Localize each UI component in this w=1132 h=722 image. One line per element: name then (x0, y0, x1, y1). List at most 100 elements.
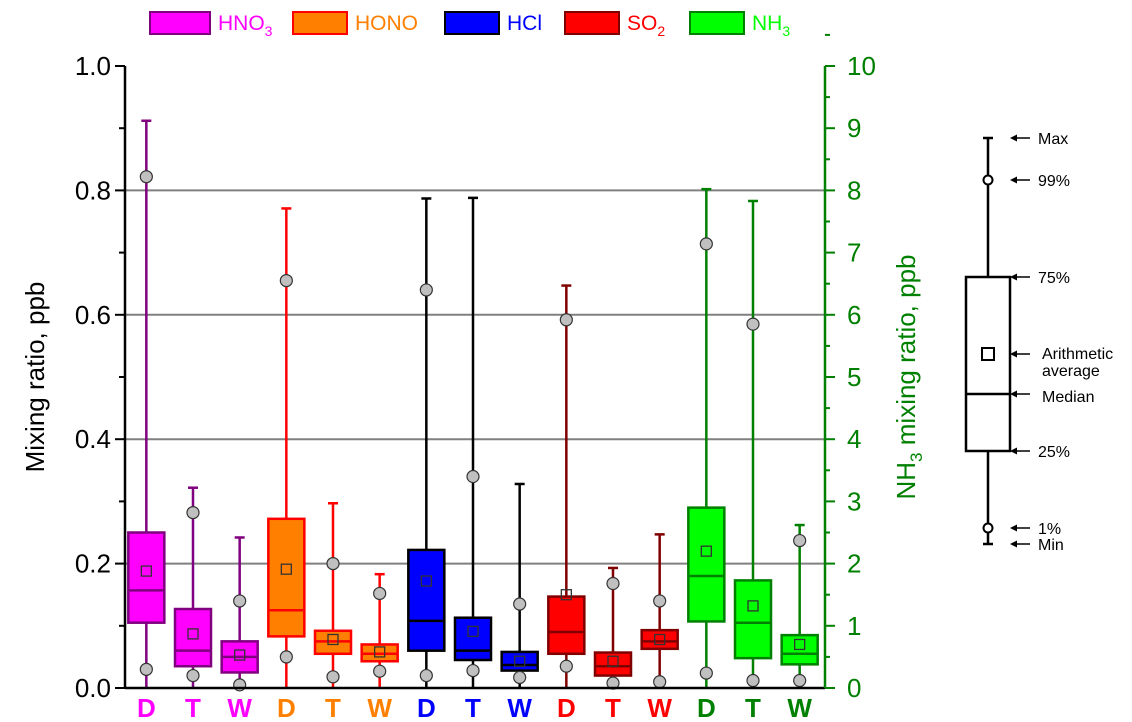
key-box (964, 275, 1012, 453)
p99-marker (559, 313, 573, 327)
key-label: Arithmetic average (1042, 346, 1113, 380)
right-tick-label: 0 (847, 673, 861, 703)
right-tick-label: 10 (847, 51, 876, 81)
key-p99-marker (982, 174, 994, 186)
box-iqr (593, 651, 633, 677)
right-axis-title: NH3 mixing ratio, ppb (891, 254, 926, 499)
key-label: 99% (1038, 173, 1070, 190)
p1-marker (326, 670, 340, 684)
mean-marker (794, 638, 806, 651)
key-row-q1: 25% (1010, 444, 1070, 461)
key-label: 75% (1038, 270, 1070, 287)
box-hno3-2 (220, 536, 259, 692)
key-row-mean: Arithmetic average (1010, 346, 1113, 380)
mean-marker (280, 563, 292, 575)
p1-marker (653, 675, 667, 689)
box-nh3-14 (780, 523, 819, 688)
box-hcl-6 (407, 197, 446, 688)
box-iqr (500, 650, 539, 672)
key-p1-marker (982, 522, 994, 534)
p99-marker (373, 586, 387, 601)
p1-marker (746, 673, 760, 688)
box-iqr (407, 548, 446, 652)
mean-marker (327, 633, 339, 646)
x-category-label: D (277, 693, 296, 722)
p1-marker (513, 670, 527, 685)
legend: HNO3 HONO HCl SO2 NH3 (149, 11, 790, 39)
left-tick-label: 0.4 (75, 424, 111, 454)
key-row-p99: 99% (1010, 173, 1070, 190)
box-iqr (547, 595, 586, 656)
x-category-label: D (417, 693, 436, 722)
mean-marker (234, 649, 246, 661)
right-tick-label: 4 (847, 424, 861, 454)
box-key: Max 99% 75% Arithmetic average Median 25% 1%Min (964, 131, 1113, 554)
x-category-label: W (227, 693, 252, 722)
p99-marker (326, 556, 340, 571)
right-tick-label: 7 (847, 238, 861, 268)
x-category-label: D (137, 693, 156, 722)
key-row-max: Max (1010, 131, 1068, 148)
key-mean-marker (981, 347, 995, 361)
legend-swatch (689, 11, 745, 35)
p1-marker (373, 664, 387, 678)
x-category-label: T (325, 693, 341, 722)
box-iqr (173, 607, 213, 668)
legend-label: SO2 (627, 12, 665, 39)
box-iqr (640, 628, 679, 651)
x-category-label: D (557, 693, 576, 722)
box-iqr (127, 531, 166, 624)
box-hno3-1 (173, 486, 213, 688)
key-row-median: Median (1010, 389, 1094, 406)
right-tick-label: 6 (847, 300, 861, 330)
right-tick-label: 8 (847, 175, 861, 205)
box-hono-5 (360, 572, 399, 688)
mean-marker (420, 575, 432, 587)
mean-marker (747, 600, 759, 612)
key-arrow-head (1010, 176, 1017, 184)
key-label: Min (1038, 537, 1064, 554)
p99-marker (139, 170, 153, 184)
p1-marker (279, 650, 293, 664)
p99-marker (279, 273, 293, 288)
legend-label: HONO (355, 12, 418, 35)
p99-marker (746, 317, 760, 331)
left-tick-label: 0.0 (75, 673, 111, 703)
x-category-label: T (465, 693, 481, 722)
x-category-label: T (605, 693, 621, 722)
p1-marker (186, 668, 200, 683)
p99-marker (186, 505, 200, 520)
p99-marker (513, 597, 527, 611)
p1-marker (559, 659, 573, 673)
right-tick-label: 2 (847, 549, 861, 579)
key-label: 1% (1038, 521, 1061, 538)
key-arrow-head (1010, 540, 1017, 548)
mean-marker (700, 545, 712, 557)
box-nh3-13 (733, 199, 773, 688)
right-tick-label: 3 (847, 486, 861, 516)
key-arrow-head (1010, 273, 1017, 281)
box-iqr (453, 616, 493, 662)
box-nh3-12 (687, 187, 726, 688)
left-tick-label: 0.8 (75, 175, 111, 205)
p1-marker (139, 662, 153, 676)
mean-marker (514, 655, 526, 667)
p99-marker (699, 237, 713, 251)
right-tick-label: 5 (847, 362, 861, 392)
p99-marker (466, 469, 480, 484)
legend-swatch (564, 11, 620, 35)
box-hcl-8 (500, 482, 539, 688)
mean-marker (560, 589, 572, 601)
legend-swatch (444, 11, 500, 35)
legend-label: HNO3 (218, 12, 273, 39)
x-category-label: T (185, 693, 201, 722)
key-row-p1: 1% (1010, 521, 1061, 538)
box-hno3-0 (127, 119, 166, 688)
key-label: Max (1038, 131, 1068, 148)
key-arrow-head (1010, 447, 1017, 455)
left-tick-label: 0.6 (75, 300, 111, 330)
x-category-label: W (647, 693, 672, 722)
key-label: 25% (1038, 444, 1070, 461)
p1-marker (699, 666, 713, 680)
